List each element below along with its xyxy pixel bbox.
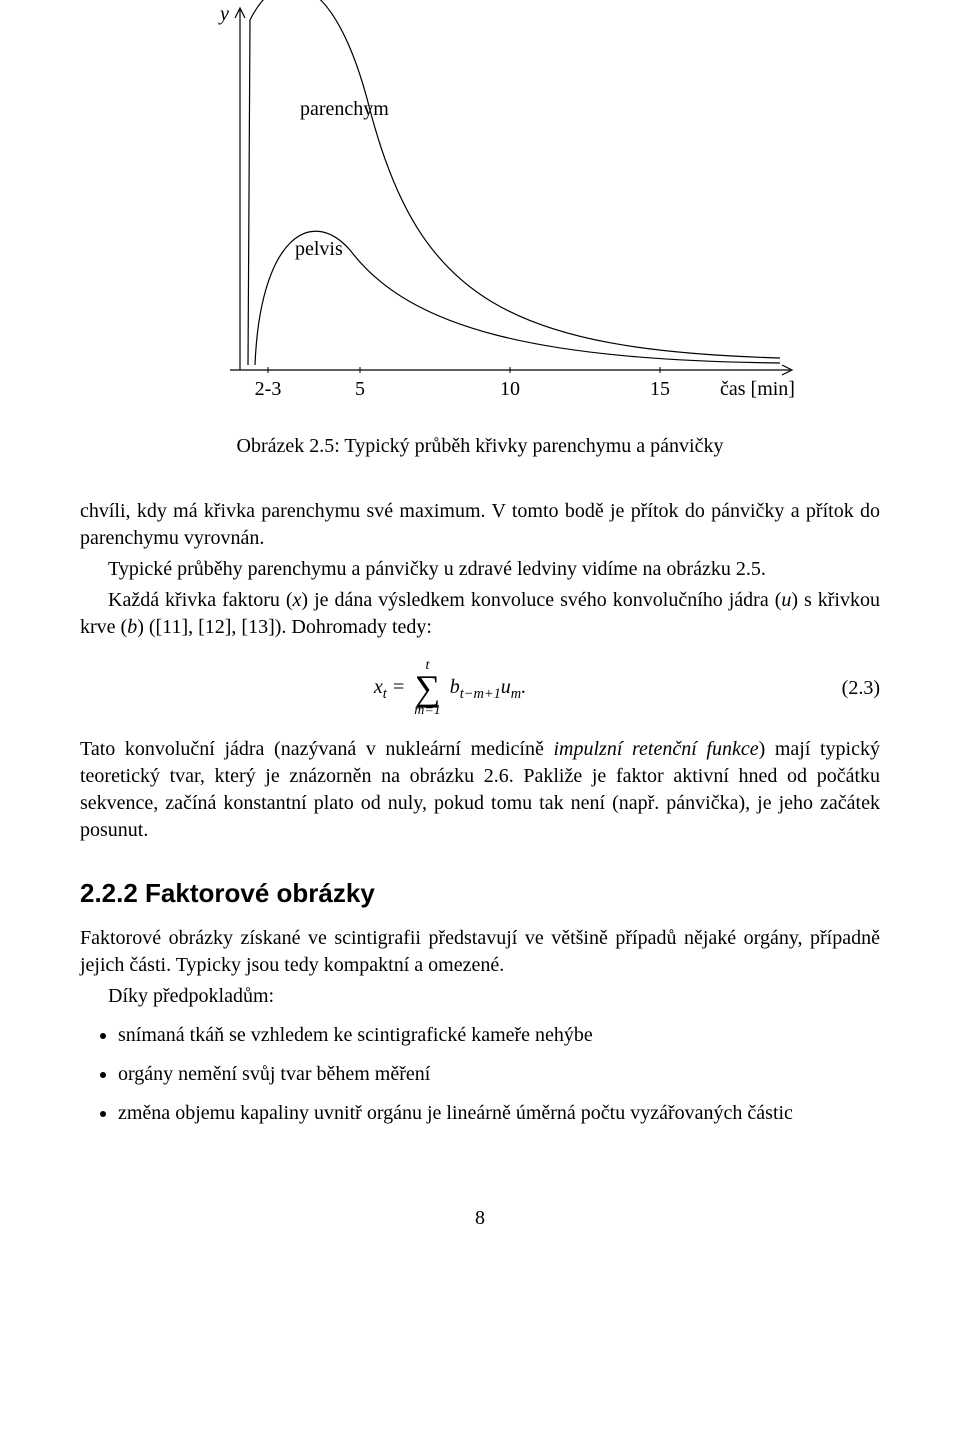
- curve-parenchym: [248, 0, 780, 365]
- text: chvíli, kdy má křivka parenchymu své max…: [80, 500, 880, 549]
- eq-term-u-sub: m: [511, 686, 521, 702]
- list-item: změna objemu kapaliny uvnitř orgánu je l…: [118, 1100, 880, 1127]
- chart-container: 2-3 5 10 15 y čas [min] parenchym pelvis: [160, 0, 800, 425]
- eq-term-b-sub: t−m+1: [460, 686, 501, 702]
- equation-number: (2.3): [820, 677, 880, 700]
- x-tick-label: 15: [650, 378, 670, 400]
- paragraph: chvíli, kdy má křivka parenchymu své max…: [80, 498, 880, 552]
- list-item: orgány nemění svůj tvar během měření: [118, 1061, 880, 1088]
- sum-symbol: t ∑ m=1: [414, 659, 441, 718]
- sum-lower: m=1: [414, 704, 441, 718]
- series-label-parenchym: parenchym: [300, 98, 389, 120]
- text: Typické průběhy parenchymu a pánvičky u …: [108, 558, 766, 580]
- x-tick-label: 10: [500, 378, 520, 400]
- equation: xt = t ∑ m=1 bt−m+1um.: [80, 659, 820, 718]
- eq-lhs-sub: t: [383, 686, 387, 702]
- series-label-pelvis: pelvis: [295, 238, 343, 260]
- x-axis-label: čas [min]: [720, 378, 795, 400]
- eq-lhs: x: [374, 676, 383, 698]
- eq-dot: .: [521, 676, 526, 698]
- paragraph: Díky předpokladům:: [80, 983, 880, 1010]
- text: ) ([11], [12], [13]). Dohromady tedy:: [137, 616, 432, 638]
- text: ) je dána výsledkem konvoluce svého konv…: [301, 589, 781, 611]
- sigma-icon: ∑: [414, 673, 441, 704]
- math-var: b: [127, 616, 137, 638]
- list-item: snímaná tkáň se vzhledem ke scintigrafic…: [118, 1022, 880, 1049]
- eq-equals: =: [392, 676, 411, 698]
- eq-term-u: u: [501, 676, 511, 698]
- x-tick-label: 2-3: [255, 378, 282, 400]
- y-axis-label: y: [218, 3, 229, 25]
- paragraph: Každá křivka faktoru (x) je dána výsledk…: [80, 587, 880, 641]
- paragraph: Typické průběhy parenchymu a pánvičky u …: [80, 556, 880, 583]
- eq-term-b: b: [450, 676, 460, 698]
- curve-chart: 2-3 5 10 15 y čas [min] parenchym pelvis: [160, 0, 800, 420]
- page-number: 8: [80, 1207, 880, 1230]
- math-var: u: [781, 589, 791, 611]
- paragraph: Tato konvoluční jádra (nazývaná v nukleá…: [80, 736, 880, 844]
- emphasis: impulzní retenční funkce: [553, 738, 758, 760]
- figure-caption: Obrázek 2.5: Typický průběh křivky paren…: [80, 435, 880, 458]
- bullet-list: snímaná tkáň se vzhledem ke scintigrafic…: [80, 1022, 880, 1127]
- text: Každá křivka faktoru (: [108, 589, 293, 611]
- paragraph: Faktorové obrázky získané ve scintigrafi…: [80, 925, 880, 979]
- equation-row: xt = t ∑ m=1 bt−m+1um. (2.3): [80, 659, 880, 718]
- x-tick-label: 5: [355, 378, 365, 400]
- text: Tato konvoluční jádra (nazývaná v nukleá…: [80, 738, 553, 760]
- section-heading: 2.2.2 Faktorové obrázky: [80, 878, 880, 909]
